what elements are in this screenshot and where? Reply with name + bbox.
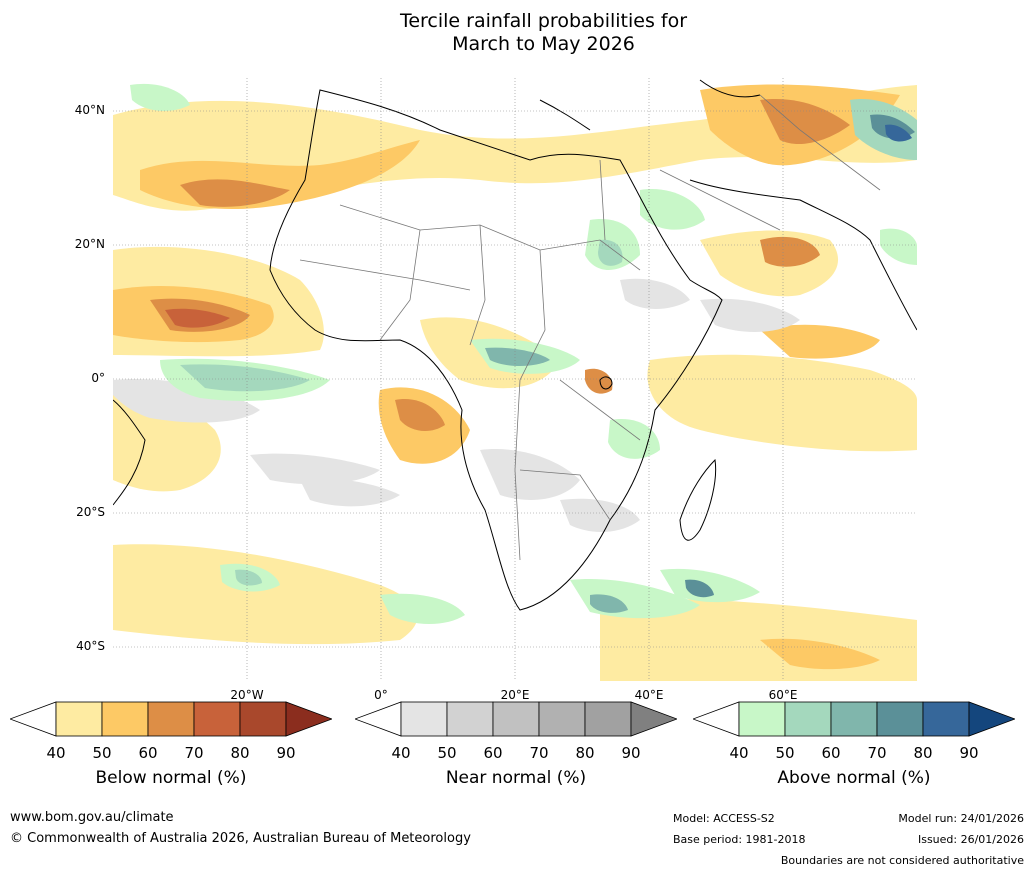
tick-label: 90 [621, 744, 641, 762]
footer-model: Model: ACCESS-S2 [673, 812, 775, 825]
colorbar-near-normal [355, 701, 677, 737]
footer-model-run: Model run: 24/01/2026 [898, 812, 1024, 825]
legend-below-normal [10, 700, 332, 740]
above-normal-regions [130, 83, 917, 625]
tick-label: 70 [529, 744, 549, 762]
tick-label: 70 [184, 744, 204, 762]
colorbar-segment [492, 701, 540, 737]
tick-label: 40 [391, 744, 411, 762]
tick-label: 80 [913, 744, 933, 762]
title-line-1: Tercile rainfall probabilities for [399, 10, 688, 32]
map-area [113, 78, 917, 681]
lat-label-20n: 20°N [74, 237, 105, 251]
colorbar-above-normal [693, 701, 1015, 737]
colorbar-arrow-high [968, 701, 1015, 737]
footer-disclaimer: Boundaries are not considered authoritat… [780, 854, 1024, 867]
colorbar-segment [830, 701, 878, 737]
colorbar-arrow-low [693, 701, 740, 737]
colorbar-arrow-low [355, 701, 402, 737]
coastlines [113, 79, 917, 611]
tick-label: 50 [775, 744, 795, 762]
tick-label: 40 [729, 744, 749, 762]
colorbar-segment [55, 701, 103, 737]
colorbar-segment [922, 701, 970, 737]
colorbar-segment [738, 701, 786, 737]
colorbar-arrow-high [630, 701, 677, 737]
legend-near-normal [355, 700, 677, 740]
legend-above-normal [693, 700, 1015, 740]
tick-label: 60 [138, 744, 158, 762]
near-normal-regions [113, 278, 800, 532]
colorbar-arrow-high [285, 701, 332, 737]
lat-label-equator: 0° [91, 371, 105, 385]
colorbar-segment [538, 701, 586, 737]
tick-label: 60 [821, 744, 841, 762]
colorbar-segment [193, 701, 241, 737]
lat-label-20s: 20°S [76, 505, 105, 519]
lon-label-20w: 20°W [230, 688, 264, 702]
tick-label: 50 [437, 744, 457, 762]
lon-label-60e: 60°E [768, 688, 798, 702]
colorbar-segment [239, 701, 287, 737]
colorbar-segment [784, 701, 832, 737]
ticks-above-normal: 40 50 60 70 80 90 [693, 744, 1015, 764]
tick-label: 70 [867, 744, 887, 762]
footer-copyright: © Commonwealth of Australia 2026, Austra… [10, 831, 471, 846]
colorbar-segment [876, 701, 924, 737]
colorbar-segment [400, 701, 448, 737]
lat-label-40n: 40°N [74, 103, 105, 117]
lat-label-40s: 40°S [76, 639, 105, 653]
lon-label-40e: 40°E [634, 688, 664, 702]
tick-label: 60 [483, 744, 503, 762]
tick-label: 40 [46, 744, 66, 762]
country-borders [299, 94, 881, 561]
colorbar-segment [584, 701, 632, 737]
legend-title-below-normal: Below normal (%) [95, 768, 247, 788]
tick-label: 90 [959, 744, 979, 762]
tick-label: 80 [575, 744, 595, 762]
ticks-below-normal: 40 50 60 70 80 90 [10, 744, 332, 764]
colorbar-below-normal [10, 701, 332, 737]
tick-label: 90 [276, 744, 296, 762]
lon-label-0: 0° [374, 688, 388, 702]
footer-issued: Issued: 26/01/2026 [917, 833, 1024, 846]
legend-title-near-normal: Near normal (%) [445, 768, 587, 788]
title-line-2: March to May 2026 [452, 33, 635, 55]
lon-label-20e: 20°E [500, 688, 530, 702]
ticks-near-normal: 40 50 60 70 80 90 [355, 744, 677, 764]
legend-title-above-normal: Above normal (%) [777, 768, 931, 788]
tick-label: 50 [92, 744, 112, 762]
footer-url[interactable]: www.bom.gov.au/climate [10, 810, 174, 825]
footer-base-period: Base period: 1981-2018 [673, 833, 806, 846]
below-normal-regions [113, 84, 917, 681]
gridlines [113, 78, 917, 681]
map-title: Tercile rainfall probabilities for March… [0, 10, 1035, 56]
colorbar-segment [101, 701, 149, 737]
colorbar-segment [446, 701, 494, 737]
colorbar-arrow-low [10, 701, 57, 737]
tick-label: 80 [230, 744, 250, 762]
colorbar-segment [147, 701, 195, 737]
